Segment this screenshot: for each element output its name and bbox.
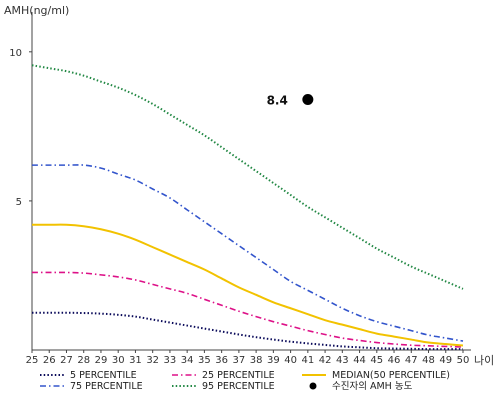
legend-label-75-percentile: 75 PERCENTILE [70, 381, 143, 392]
x-tick-label: 43 [336, 355, 349, 366]
x-tick-label: 38 [250, 355, 263, 366]
legend-label-patient-amh: 수진자의 AMH 농도 [332, 381, 413, 392]
y-axis-title: AMH(ng/ml) [4, 4, 69, 17]
x-tick-label: 31 [129, 355, 142, 366]
x-tick-label: 27 [60, 355, 73, 366]
legend-label-25-percentile: 25 PERCENTILE [202, 370, 275, 381]
x-tick-label: 49 [439, 355, 452, 366]
x-tick-label: 29 [95, 355, 108, 366]
x-tick-label: 35 [198, 355, 211, 366]
x-tick-label: 48 [422, 355, 435, 366]
x-tick-label: 40 [284, 355, 297, 366]
legend-swatch-patient-amh [309, 382, 317, 390]
series-line-median-50-percentile [32, 223, 464, 347]
x-tick-label: 47 [405, 355, 418, 366]
x-tick-label: 33 [164, 355, 177, 366]
x-axis-title: 나이 [474, 354, 494, 367]
x-tick-label: 39 [267, 355, 280, 366]
x-tick-label: 46 [388, 355, 401, 366]
x-tick-label: 44 [353, 355, 366, 366]
patient-amh-point [302, 94, 314, 106]
y-tick-label: 10 [9, 48, 22, 59]
series-line-95-percentile [31, 64, 464, 290]
x-tick-label: 32 [146, 355, 159, 366]
x-tick-label: 50 [457, 355, 470, 366]
legend-label-95-percentile: 95 PERCENTILE [202, 381, 275, 392]
x-tick-label: 30 [112, 355, 125, 366]
x-tick-label: 41 [301, 355, 314, 366]
patient-amh-value-label: 8.4 [267, 94, 288, 108]
x-tick-label: 42 [319, 355, 332, 366]
y-tick-label: 5 [16, 197, 22, 208]
legend-label-5-percentile: 5 PERCENTILE [70, 370, 137, 381]
x-tick-label: 28 [77, 355, 90, 366]
series-line-5-percentile [32, 311, 463, 351]
x-tick-label: 37 [233, 355, 246, 366]
legend-label-median-50-percentile: MEDIAN(50 PERCENTILE) [332, 370, 450, 381]
series-line-25-percentile [31, 271, 464, 348]
x-tick-label: 36 [215, 355, 228, 366]
x-tick-label: 34 [181, 355, 194, 366]
x-tick-label: 26 [43, 355, 56, 366]
series-line-75-percentile [31, 164, 464, 342]
x-tick-label: 25 [26, 355, 39, 366]
x-tick-label: 45 [370, 355, 383, 366]
